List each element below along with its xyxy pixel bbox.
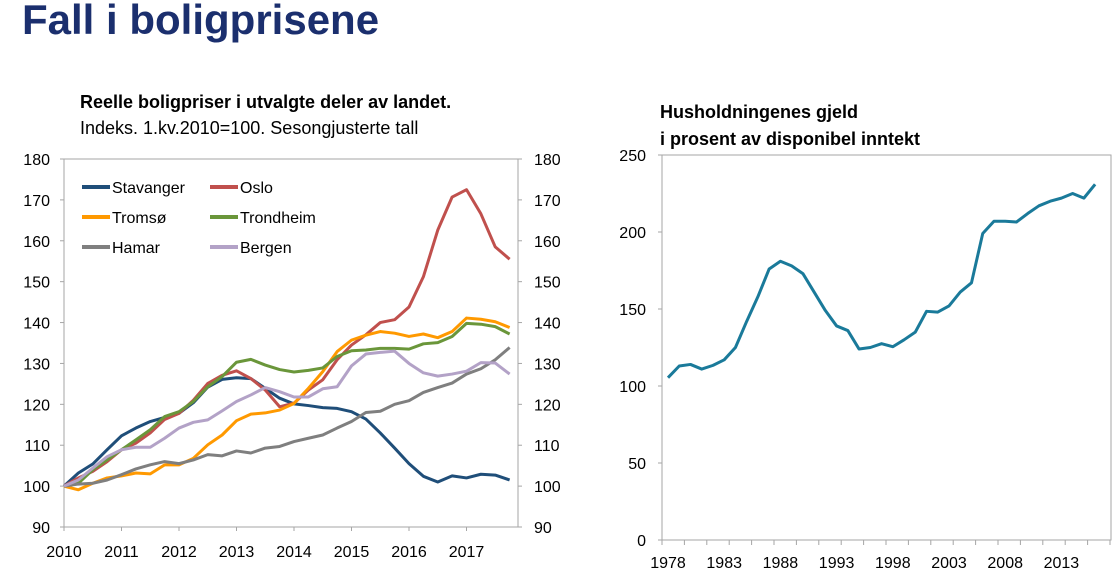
left-x-tick-label: 2011 bbox=[104, 544, 139, 561]
left-y-tick-label: 90 bbox=[32, 520, 50, 537]
legend-label-bergen: Bergen bbox=[240, 240, 292, 257]
right-plot-frame bbox=[661, 154, 1112, 541]
series-line-hamar bbox=[63, 346, 511, 488]
left-chart-secondary-y-tick-label: 170 bbox=[534, 193, 561, 210]
left-x-tick-label: 2016 bbox=[391, 544, 427, 561]
series-line-bergen bbox=[63, 349, 511, 488]
legend-label-oslo: Oslo bbox=[240, 180, 273, 197]
legend-label-stavanger: Stavanger bbox=[112, 180, 186, 197]
series-line-oslo bbox=[63, 188, 511, 488]
right-chart-y-tick-label: 0 bbox=[637, 533, 646, 550]
left-y-tick-label: 130 bbox=[23, 356, 50, 373]
right-chart-x-tick-label: 2008 bbox=[987, 555, 1023, 572]
right-chart-title-line2: i prosent av disponibel inntekt bbox=[660, 129, 921, 149]
left-chart-secondary-y-tick-label: 180 bbox=[534, 152, 561, 169]
right-chart-title-line1: Husholdningenes gjeld bbox=[660, 102, 859, 122]
left-y-tick-label: 110 bbox=[24, 438, 50, 455]
left-chart-secondary-y-tick-label: 120 bbox=[534, 397, 561, 414]
legend-label-tromsø: Tromsø bbox=[112, 210, 167, 227]
left-chart-subtitle: Indeks. 1.kv.2010=100. Sesongjusterte ta… bbox=[80, 118, 419, 138]
legend-label-trondheim: Trondheim bbox=[240, 210, 316, 227]
right-chart-x-tick-label: 1983 bbox=[706, 555, 742, 572]
left-y-tick-label: 180 bbox=[23, 152, 50, 169]
legend-label-hamar: Hamar bbox=[112, 240, 161, 257]
right-chart-y-tick-label: 200 bbox=[619, 225, 646, 242]
left-x-tick-label: 2014 bbox=[276, 544, 312, 561]
left-chart-secondary-y-tick-label: 150 bbox=[534, 275, 561, 292]
left-y-tick-label: 120 bbox=[23, 397, 50, 414]
left-x-tick-label: 2013 bbox=[219, 544, 255, 561]
series-line-stavanger bbox=[62, 376, 511, 488]
right-chart-x-tick-label: 1998 bbox=[875, 555, 911, 572]
left-chart-secondary-y-tick-label: 90 bbox=[534, 520, 552, 537]
slide-title: Fall i boligprisene bbox=[22, 0, 380, 43]
right-chart-y-tick-label: 50 bbox=[628, 456, 646, 473]
left-chart-secondary-y-tick-label: 140 bbox=[534, 316, 561, 333]
left-chart-secondary-y-tick-label: 160 bbox=[534, 234, 561, 251]
left-y-tick-label: 100 bbox=[23, 479, 50, 496]
debt-ratio-line bbox=[666, 183, 1097, 379]
left-y-tick-label: 140 bbox=[23, 316, 50, 333]
series-line-trondheim bbox=[63, 321, 511, 488]
left-chart-secondary-y-tick-label: 110 bbox=[534, 438, 560, 455]
left-chart-title: Reelle boligpriser i utvalgte deler av l… bbox=[80, 92, 452, 112]
right-chart-x-tick-label: 2013 bbox=[1044, 555, 1080, 572]
right-chart-y-tick-label: 150 bbox=[619, 302, 646, 319]
left-x-tick-label: 2010 bbox=[46, 544, 82, 561]
left-x-tick-label: 2012 bbox=[161, 544, 197, 561]
left-x-tick-label: 2017 bbox=[449, 544, 485, 561]
left-y-tick-label: 170 bbox=[23, 193, 50, 210]
right-chart-y-tick-label: 100 bbox=[619, 379, 646, 396]
left-chart-secondary-y-tick-label: 130 bbox=[534, 356, 561, 373]
right-chart-y-tick-label: 250 bbox=[619, 148, 646, 165]
right-chart-x-tick-label: 2003 bbox=[931, 555, 967, 572]
left-plot-frame bbox=[63, 158, 519, 528]
right-chart-x-tick-label: 1988 bbox=[763, 555, 799, 572]
right-chart-x-tick-label: 1993 bbox=[819, 555, 855, 572]
right-chart-x-tick-label: 1978 bbox=[650, 555, 686, 572]
left-x-tick-label: 2015 bbox=[334, 544, 370, 561]
left-chart-secondary-y-tick-label: 100 bbox=[534, 479, 561, 496]
series-line-tromsø bbox=[63, 316, 511, 492]
left-y-tick-label: 160 bbox=[23, 234, 50, 251]
left-y-tick-label: 150 bbox=[23, 275, 50, 292]
